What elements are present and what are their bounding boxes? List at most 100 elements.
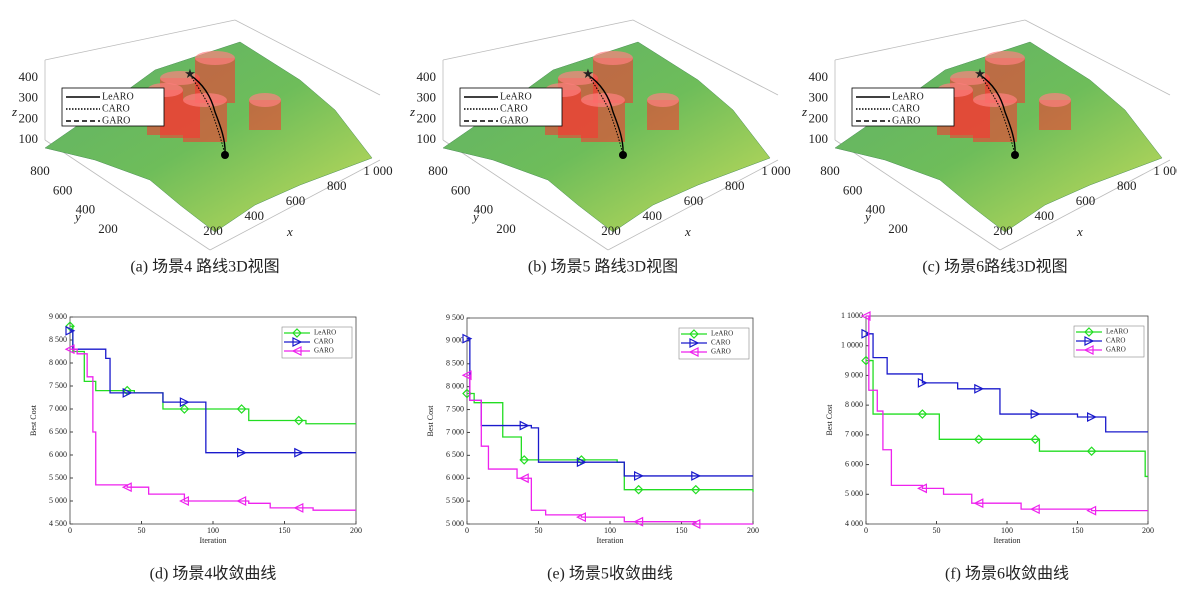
legend-label: LeARO	[314, 329, 336, 337]
y-tick-label: 200	[496, 221, 516, 236]
y-tick-label: 5 000	[845, 489, 863, 498]
caption: (d) 场景4收敛曲线	[150, 565, 277, 583]
y-tick-label: 600	[451, 182, 471, 197]
z-tick-label: 200	[19, 110, 39, 125]
legend-label: LeARO	[500, 91, 532, 102]
goal-marker	[1011, 151, 1019, 159]
legend-label: CARO	[711, 339, 730, 347]
legend-label: GARO	[500, 115, 528, 126]
y-tick-label: 7 000	[446, 427, 464, 436]
legend-label: CARO	[892, 103, 920, 114]
y-tick-label: 9 000	[49, 312, 67, 321]
panel-3d: ★LeAROCAROGARO10020030040020040060080020…	[801, 20, 1177, 276]
y-tick-label: 4 000	[845, 519, 863, 528]
x-axis-label: Iteration	[993, 536, 1020, 545]
y-tick-label: 9 000	[446, 336, 464, 345]
y-tick-label: 7 000	[845, 430, 863, 439]
obstacle-top	[183, 93, 227, 107]
legend-label: CARO	[314, 338, 333, 346]
y-tick-label: 6 000	[845, 459, 863, 468]
y-tick-label: 5 000	[49, 496, 67, 505]
x-tick-label: 100	[1001, 526, 1013, 535]
z-tick-label: 400	[19, 69, 39, 84]
x-axis-label: Iteration	[596, 536, 623, 545]
y-axis-label: Best Cost	[825, 404, 834, 436]
x-tick-label: 100	[604, 526, 616, 535]
x-tick-label: 400	[245, 208, 265, 223]
x-tick-label: 50	[138, 526, 146, 535]
y-tick-label: 6 500	[446, 450, 464, 459]
obstacle-top	[195, 51, 235, 65]
y-tick-label: 8 500	[49, 335, 67, 344]
x-tick-label: 200	[203, 223, 223, 238]
y-tick-label: 6 000	[446, 473, 464, 482]
caption: (c) 场景6路线3D视图	[922, 258, 1067, 276]
y-tick-label: 7 500	[49, 381, 67, 390]
x-tick-label: 1 000	[1153, 163, 1177, 178]
x-tick-label: 0	[864, 526, 868, 535]
obstacle-top	[647, 93, 679, 107]
y-tick-label: 8 000	[49, 358, 67, 367]
z-tick-label: 100	[809, 131, 829, 146]
legend-label: GARO	[102, 115, 130, 126]
z-tick-label: 200	[417, 110, 437, 125]
x-tick-label: 0	[465, 526, 469, 535]
x-axis-label: x	[286, 224, 293, 239]
legend-label: CARO	[500, 103, 528, 114]
x-tick-label: 100	[207, 526, 219, 535]
panel-3d: ★LeAROCAROGARO10020030040020040060080020…	[11, 20, 393, 276]
z-tick-label: 300	[19, 90, 39, 105]
x-axis-label: x	[684, 224, 691, 239]
start-marker: ★	[582, 66, 594, 81]
obstacle-top	[973, 93, 1017, 107]
y-axis-label: y	[471, 209, 479, 224]
x-tick-label: 600	[1076, 193, 1096, 208]
x-tick-label: 50	[933, 526, 941, 535]
y-tick-label: 9 500	[446, 313, 464, 322]
y-tick-label: 8 500	[446, 359, 464, 368]
x-tick-label: 200	[747, 526, 759, 535]
y-tick-label: 5 000	[446, 519, 464, 528]
y-tick-label: 7 000	[49, 404, 67, 413]
caption: (e) 场景5收敛曲线	[547, 565, 673, 583]
z-tick-label: 400	[417, 69, 437, 84]
start-marker: ★	[184, 66, 196, 81]
x-tick-label: 400	[643, 208, 663, 223]
y-tick-label: 6 500	[49, 427, 67, 436]
y-tick-label: 1 0000	[841, 341, 863, 350]
legend-label: LeARO	[102, 91, 134, 102]
y-tick-label: 200	[888, 221, 908, 236]
x-tick-label: 1 000	[363, 163, 392, 178]
x-tick-label: 600	[684, 193, 704, 208]
y-tick-label: 7 500	[446, 404, 464, 413]
y-tick-label: 800	[820, 163, 840, 178]
x-tick-label: 200	[350, 526, 362, 535]
y-axis-label: y	[863, 209, 871, 224]
x-tick-label: 800	[1117, 178, 1137, 193]
x-tick-label: 150	[279, 526, 291, 535]
obstacle-top	[1039, 93, 1071, 107]
panel-3d: ★LeAROCAROGARO10020030040020040060080020…	[409, 20, 791, 276]
x-tick-label: 800	[725, 178, 745, 193]
goal-marker	[619, 151, 627, 159]
y-tick-label: 4 500	[49, 519, 67, 528]
y-tick-label: 8 000	[446, 381, 464, 390]
legend-label: GARO	[1106, 346, 1126, 354]
z-tick-label: 100	[19, 131, 39, 146]
z-axis-label: z	[801, 104, 807, 119]
z-tick-label: 100	[417, 131, 437, 146]
x-tick-label: 600	[286, 193, 306, 208]
z-tick-label: 300	[809, 90, 829, 105]
legend-label: LeARO	[711, 330, 733, 338]
legend-label: GARO	[314, 347, 334, 355]
z-tick-label: 400	[809, 69, 829, 84]
y-tick-label: 6 000	[49, 450, 67, 459]
legend-label: LeARO	[1106, 328, 1128, 336]
z-axis-label: z	[409, 104, 415, 119]
x-axis-label: x	[1076, 224, 1083, 239]
caption: (f) 场景6收敛曲线	[945, 565, 1069, 583]
z-axis-label: z	[11, 104, 17, 119]
y-tick-label: 600	[843, 182, 863, 197]
z-tick-label: 300	[417, 90, 437, 105]
obstacle-top	[249, 93, 281, 107]
